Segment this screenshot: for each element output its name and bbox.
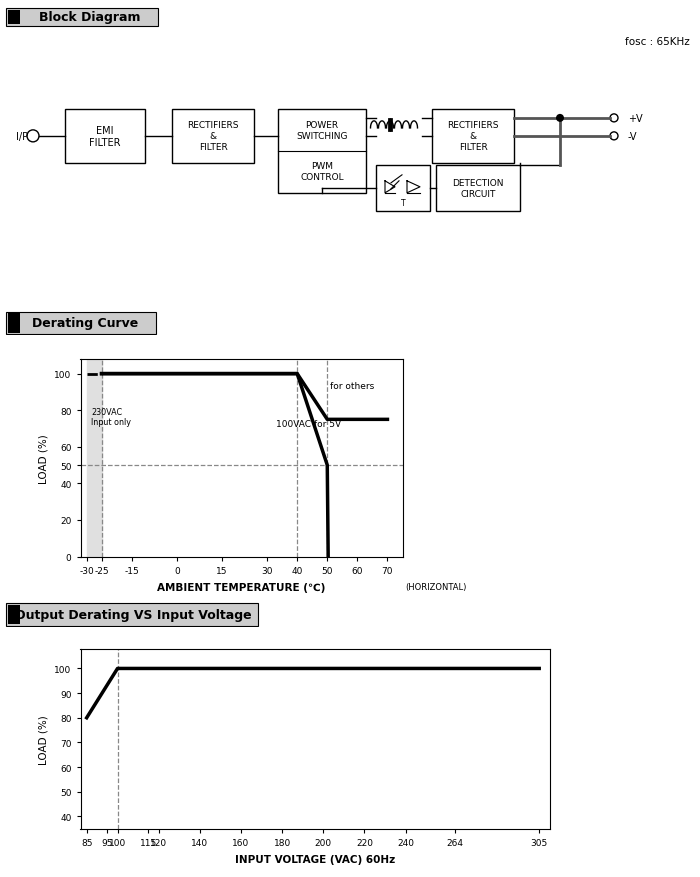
Text: 230VAC
Input only: 230VAC Input only [91, 407, 131, 426]
Text: RECTIFIERS
&
FILTER: RECTIFIERS & FILTER [188, 121, 239, 153]
Text: for others: for others [330, 381, 374, 390]
Bar [8, 605, 20, 624]
Y-axis label: LOAD (%): LOAD (%) [38, 714, 49, 764]
Bar [172, 110, 254, 164]
Text: DETECTION
CIRCUIT: DETECTION CIRCUIT [452, 179, 504, 198]
X-axis label: INPUT VOLTAGE (VAC) 60Hz: INPUT VOLTAGE (VAC) 60Hz [235, 853, 395, 864]
Bar [6, 312, 156, 335]
Text: +V: +V [628, 114, 643, 124]
Bar [436, 166, 520, 211]
Text: Block Diagram: Block Diagram [39, 11, 141, 25]
Bar [8, 11, 20, 25]
Bar [65, 110, 145, 164]
Text: -V: -V [628, 132, 638, 142]
Text: 100VAC for 5V: 100VAC for 5V [276, 420, 341, 429]
Text: EMI
FILTER: EMI FILTER [90, 125, 120, 148]
Bar [87, 360, 101, 557]
Text: (HORIZONTAL): (HORIZONTAL) [405, 582, 467, 591]
Y-axis label: LOAD (%): LOAD (%) [38, 433, 49, 483]
Circle shape [556, 115, 564, 123]
Bar [432, 110, 514, 164]
Bar [376, 166, 430, 211]
Bar [278, 110, 366, 194]
Text: T: T [400, 199, 405, 208]
Text: PWM
CONTROL: PWM CONTROL [300, 161, 344, 182]
Bar [6, 9, 158, 27]
Text: fosc : 65KHz: fosc : 65KHz [625, 37, 690, 46]
Text: I/P: I/P [16, 132, 28, 142]
Text: RECTIFIERS
&
FILTER: RECTIFIERS & FILTER [447, 121, 498, 153]
Text: Derating Curve: Derating Curve [32, 317, 138, 330]
Bar [8, 314, 20, 333]
Text: POWER
SWITCHING: POWER SWITCHING [296, 121, 348, 141]
Bar [6, 603, 258, 626]
X-axis label: AMBIENT TEMPERATURE (℃): AMBIENT TEMPERATURE (℃) [158, 581, 326, 592]
Text: Output Derating VS Input Voltage: Output Derating VS Input Voltage [15, 609, 251, 621]
